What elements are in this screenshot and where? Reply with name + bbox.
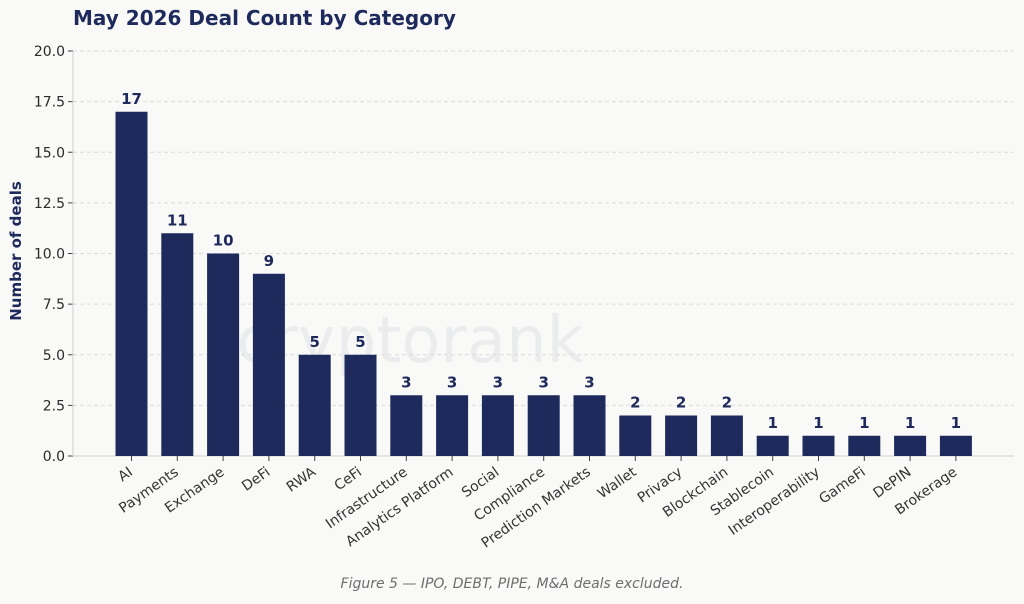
- data-label: 5: [355, 333, 365, 351]
- data-label: 3: [447, 373, 457, 391]
- bar-compliance: [527, 395, 560, 456]
- data-label: 2: [676, 394, 686, 412]
- data-label: 10: [213, 232, 234, 250]
- data-label: 1: [767, 414, 777, 432]
- x-tick-label: AI: [115, 464, 135, 485]
- data-label: 3: [401, 373, 411, 391]
- data-label: 1: [905, 414, 915, 432]
- x-tick-label: Wallet: [595, 464, 640, 502]
- bar-privacy: [665, 415, 698, 456]
- data-label: 5: [309, 333, 319, 351]
- y-tick-label: 10.0: [34, 247, 65, 263]
- bar-infrastructure: [390, 395, 423, 456]
- data-label: 17: [121, 90, 142, 108]
- bar-ai: [115, 111, 148, 456]
- bar-brokerage: [939, 435, 972, 456]
- data-label: 9: [264, 252, 274, 270]
- bar-wallet: [619, 415, 652, 456]
- bar-stablecoin: [756, 435, 789, 456]
- bar-prediction-markets: [573, 395, 606, 456]
- bar-analytics-platform: [436, 395, 469, 456]
- data-label: 3: [538, 373, 548, 391]
- bar-social: [481, 395, 514, 456]
- bar-payments: [161, 233, 194, 456]
- bar-gamefi: [848, 435, 881, 456]
- bar-defi: [252, 273, 285, 456]
- x-tick-label: GameFi: [816, 464, 868, 507]
- y-tick-label: 5.0: [43, 348, 65, 364]
- y-axis-label: Number of deals: [7, 181, 25, 321]
- y-tick-label: 12.5: [34, 196, 65, 212]
- bar-depin: [894, 435, 927, 456]
- y-tick-label: 7.5: [43, 297, 65, 313]
- data-label: 2: [722, 394, 732, 412]
- data-label: 1: [951, 414, 961, 432]
- x-tick-label: DeFi: [239, 464, 273, 495]
- bar-interoperability: [802, 435, 835, 456]
- x-tick-label: CeFi: [332, 464, 365, 494]
- chart-title: May 2026 Deal Count by Category: [73, 6, 456, 30]
- bar-rwa: [298, 354, 331, 456]
- watermark: cryptorank: [236, 304, 583, 378]
- y-tick-label: 20.0: [34, 44, 65, 60]
- y-tick-label: 17.5: [34, 95, 65, 111]
- data-label: 2: [630, 394, 640, 412]
- bar-cefi: [344, 354, 377, 456]
- data-label: 1: [859, 414, 869, 432]
- data-label: 11: [167, 211, 188, 229]
- x-tick-label: RWA: [284, 464, 320, 496]
- data-label: 3: [493, 373, 503, 391]
- bar-exchange: [207, 253, 240, 456]
- bar-blockchain: [710, 415, 743, 456]
- figure-caption: Figure 5 — IPO, DEBT, PIPE, M&A deals ex…: [340, 576, 684, 592]
- y-tick-label: 15.0: [34, 145, 65, 161]
- y-tick-label: 0.0: [43, 449, 65, 465]
- data-label: 1: [813, 414, 823, 432]
- data-label: 3: [584, 373, 594, 391]
- y-tick-label: 2.5: [43, 398, 65, 414]
